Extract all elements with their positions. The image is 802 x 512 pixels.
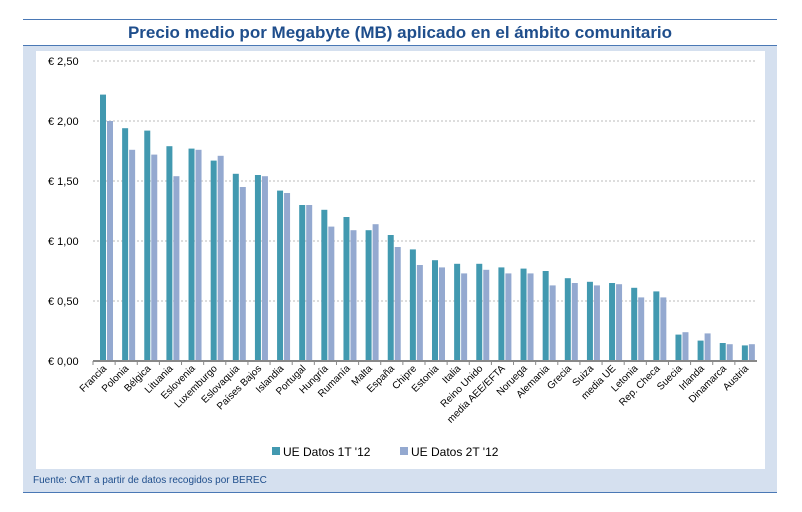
bar-1 [409,249,416,361]
bar-2 [660,297,667,361]
bar-2 [439,267,445,361]
bar-2 [394,247,401,361]
bar-2 [616,284,623,361]
bar-1 [321,209,328,361]
y-tick-label: € 2,50 [48,56,79,68]
bar-1 [631,287,638,361]
bar-1 [122,128,129,361]
bar-1 [232,173,239,361]
bar-1 [277,190,284,361]
bar-2 [505,273,512,361]
bar-1 [188,148,195,361]
bar-2 [483,269,490,361]
bar-2 [129,149,136,361]
bar-1 [697,340,704,361]
bar-2 [173,176,180,361]
bar-1 [498,267,505,361]
bar-2 [549,285,556,361]
legend-swatch-2 [400,447,408,455]
bar-1 [586,281,593,361]
chart-title: Precio medio por Megabyte (MB) aplicado … [127,23,673,42]
bar-2 [638,297,645,361]
bar-2 [350,230,357,361]
title-bar: Precio medio por Megabyte (MB) aplicado … [23,19,777,46]
bar-2 [151,154,158,361]
bar-2 [306,205,313,361]
bar-1 [254,175,261,361]
bar-1 [741,345,748,361]
bar-1 [210,160,217,361]
bar-2 [527,273,534,361]
bar-2 [284,193,291,361]
bar-1 [166,146,173,361]
bar-1 [564,278,571,361]
x-tick-label: Grecia [545,363,574,392]
bar-1 [675,334,682,361]
bar-2 [461,273,468,361]
bar-1 [520,268,527,361]
x-tick-label: Austria [721,363,751,393]
bar-1 [609,283,616,361]
bar-2 [726,344,733,361]
bar-2 [239,187,246,361]
bar-1 [299,205,306,361]
bar-2 [704,333,711,361]
legend-swatch-1 [272,447,280,455]
y-tick-label: € 2,00 [48,116,79,128]
bar-1 [387,235,394,361]
y-tick-label: € 1,00 [48,236,79,248]
source-note: Fuente: CMT a partir de datos recogidos … [33,475,267,486]
bar-2 [571,283,578,361]
bar-2 [261,176,268,361]
bar-1 [432,260,438,361]
bar-1 [476,263,483,361]
bar-1 [653,291,660,361]
bar-2 [107,121,113,361]
legend-label-2: UE Datos 2T '12 [411,445,499,459]
bar-2 [195,149,202,361]
bar-1 [365,230,372,361]
bar-2 [682,332,689,361]
bar-1 [100,94,106,361]
bar-2 [372,224,379,361]
bar-1 [719,343,726,361]
bar-2 [748,344,755,361]
bar-2 [328,226,335,361]
bar-2 [593,285,600,361]
y-tick-label: € 0,50 [48,296,79,308]
bar-2 [416,265,423,361]
bar-1 [343,217,350,361]
legend-label-1: UE Datos 1T '12 [283,445,371,459]
bar-1 [144,130,151,361]
bar-2 [217,155,224,361]
bar-1 [542,271,549,361]
y-tick-label: € 0,00 [48,356,79,368]
bar-1 [454,263,461,361]
y-tick-label: € 1,50 [48,176,79,188]
